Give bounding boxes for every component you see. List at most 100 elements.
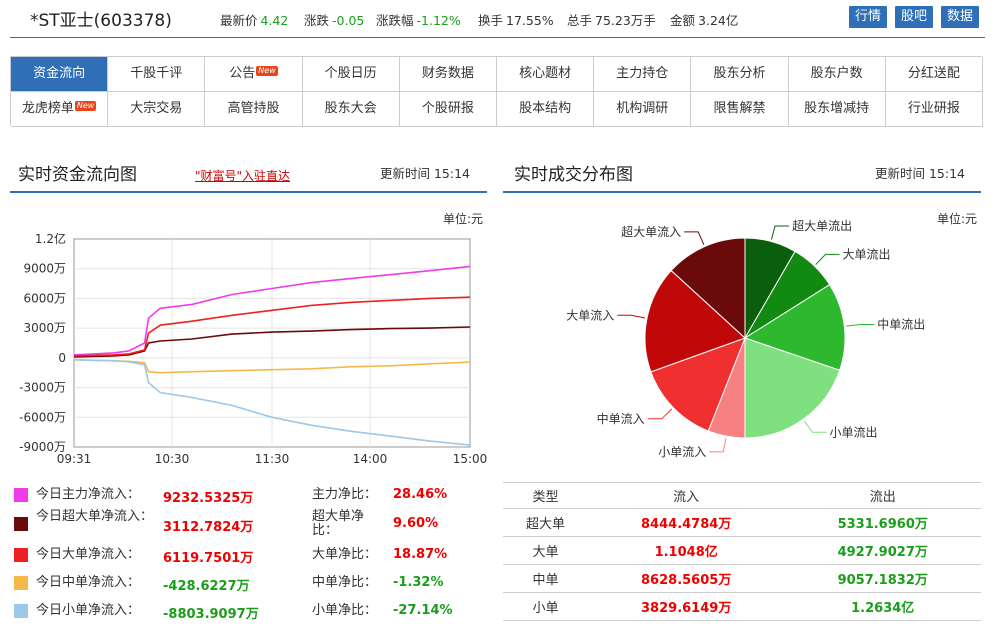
y-tick-label: 3000万 [23, 321, 66, 335]
legend-ratio-label: 大单净比： [312, 547, 378, 562]
pie-label: 大单流出 [843, 247, 891, 261]
tab-announcement[interactable]: 公告 New [205, 57, 303, 92]
new-badge: New [74, 101, 97, 111]
row-inflow: 3829.6149万 [587, 592, 785, 621]
pie-slice [670, 237, 746, 340]
y-axis-ticks: 1.2亿 9000万 6000万 3000万 0 -3000万 -6000万 -9000万 [19, 231, 66, 454]
row-outflow: 5331.6960万 [784, 508, 981, 537]
y-tick-label: 0 [58, 351, 66, 365]
row-outflow: 1.2634亿 [784, 592, 981, 621]
pie-leader-line [846, 324, 875, 327]
tab-institution-survey[interactable]: 机构调研 [594, 92, 692, 127]
tab-core-theme[interactable]: 核心题材 [497, 57, 595, 92]
pie-label: 小单流入 [658, 445, 706, 459]
series-line-0 [73, 265, 471, 356]
column-header-outflow: 流出 [784, 482, 981, 509]
pie-leader-line [684, 231, 705, 245]
legend-ratio-value: 18.87% [393, 547, 448, 562]
legend-ratio-value: -27.14% [393, 603, 453, 618]
y-tick-label: -9000万 [19, 440, 66, 454]
legend-row-super-large: 今日超大单净流入： 3112.7824万 超大单净比： 9.60% [0, 510, 490, 538]
pie-label: 中单流入 [597, 411, 645, 426]
legend-ratio-label: 主力净比： [312, 487, 378, 502]
legend-swatch [14, 517, 28, 531]
fund-flow-unit: 单位:元 [443, 212, 484, 226]
fund-flow-update-time: 更新时间 15:14 [380, 166, 470, 181]
quote-button[interactable]: 行情 [849, 6, 888, 28]
pie-label: 小单流出 [830, 425, 878, 439]
pie-leader-line [709, 438, 727, 453]
legend-ratio-label: 小单净比： [312, 603, 378, 618]
x-tick-label: 15:00 [453, 452, 488, 466]
tab-stock-review[interactable]: 千股千评 [108, 57, 206, 92]
tab-dividend[interactable]: 分红送配 [885, 57, 983, 92]
column-header-type: 类型 [503, 482, 588, 509]
y-tick-label: -3000万 [19, 381, 66, 395]
pie-label: 大单流入 [566, 308, 614, 322]
legend-ratio-value: -1.32% [393, 575, 444, 590]
y-tick-label: 9000万 [23, 262, 66, 276]
tab-stock-research[interactable]: 个股研报 [399, 92, 497, 127]
chart-grid [73, 238, 471, 448]
legend-swatch [14, 548, 28, 562]
legend-ratio-value: 28.46% [393, 487, 448, 502]
fund-flow-divider [10, 191, 487, 193]
legend-row-main: 今日主力净流入： 9232.5325万 主力净比： 28.46% [0, 481, 490, 509]
row-type: 大单 [503, 536, 588, 565]
legend-label: 今日主力净流入： [36, 487, 141, 502]
tab-executive-holdings[interactable]: 高管持股 [205, 92, 303, 127]
tab-announcement-label: 公告 [229, 66, 256, 81]
pie-label: 超大单流入 [621, 224, 681, 239]
quote-change: 涨跌 -0.05 [304, 13, 365, 28]
legend-value: -8803.9097万 [163, 607, 259, 622]
quote-volume: 总手 75.23万手 [567, 13, 656, 28]
table-row: 小单 3829.6149万 1.2634亿 [503, 592, 981, 621]
tab-shareholder-change[interactable]: 股东增减持 [788, 92, 886, 127]
tab-share-structure[interactable]: 股本结构 [497, 92, 595, 127]
data-button[interactable]: 数据 [941, 6, 980, 28]
table-row: 中单 8628.5605万 9057.1832万 [503, 564, 981, 593]
pie-slice [744, 337, 841, 439]
legend-row-large: 今日大单净流入： 6119.7501万 大单净比： 18.87% [0, 541, 490, 569]
fund-flow-chart: 1.2亿 9000万 6000万 3000万 0 -3000万 -6000万 -9000万 0… [19, 231, 488, 466]
row-inflow: 8444.4784万 [587, 508, 785, 537]
pie-leader-line [770, 225, 790, 240]
stock-title: *ST亚士(603378) [30, 11, 172, 31]
tab-lockup-release[interactable]: 限售解禁 [691, 92, 789, 127]
legend-value: 9232.5325万 [163, 491, 254, 506]
series-line-2 [73, 296, 471, 357]
tab-shareholder-count[interactable]: 股东户数 [788, 57, 886, 92]
quote-turnover: 换手 17.55% [478, 13, 554, 28]
tab-shareholder-meeting[interactable]: 股东大会 [302, 92, 400, 127]
legend-label: 今日小单净流入： [36, 603, 141, 618]
legend-swatch [14, 604, 28, 618]
tab-main-holdings[interactable]: 主力持仓 [594, 57, 692, 92]
row-inflow: 1.1048亿 [587, 536, 785, 565]
column-header-inflow: 流入 [587, 482, 785, 509]
tab-financial-data[interactable]: 财务数据 [399, 57, 497, 92]
tab-shareholder-analysis[interactable]: 股东分析 [691, 57, 789, 92]
new-badge: New [256, 66, 278, 76]
legend-value: -428.6227万 [163, 579, 250, 594]
legend-swatch [14, 488, 28, 502]
row-type: 小单 [503, 592, 588, 621]
quote-change-percent: 涨跌幅 -1.12% [376, 13, 461, 28]
table-header-row: 类型 流入 流出 [503, 482, 981, 509]
tab-industry-research[interactable]: 行业研报 [885, 92, 983, 127]
x-axis-ticks: 09:31 10:30 11:30 14:00 15:00 [57, 452, 488, 466]
table-row: 大单 1.1048亿 4927.9027万 [503, 536, 981, 565]
tab-block-trade[interactable]: 大宗交易 [108, 92, 206, 127]
caifuhao-link[interactable]: "财富号"入驻直达 [195, 169, 291, 183]
series-line-1 [73, 326, 471, 358]
tab-dragon-tiger[interactable]: 龙虎榜单 New [11, 92, 109, 127]
guba-button[interactable]: 股吧 [895, 6, 934, 28]
tab-fund-flow[interactable]: 资金流向 [11, 57, 109, 92]
pie-label: 中单流出 [877, 317, 925, 332]
row-outflow: 9057.1832万 [784, 564, 981, 593]
y-tick-label: 1.2亿 [35, 231, 66, 246]
nav-grid: 资金流向 千股千评 公告 New 个股日历 财务数据 核心题材 主力持仓 股东分析… [10, 56, 983, 127]
tab-stock-calendar[interactable]: 个股日历 [302, 57, 400, 92]
x-tick-label: 10:30 [155, 452, 190, 466]
